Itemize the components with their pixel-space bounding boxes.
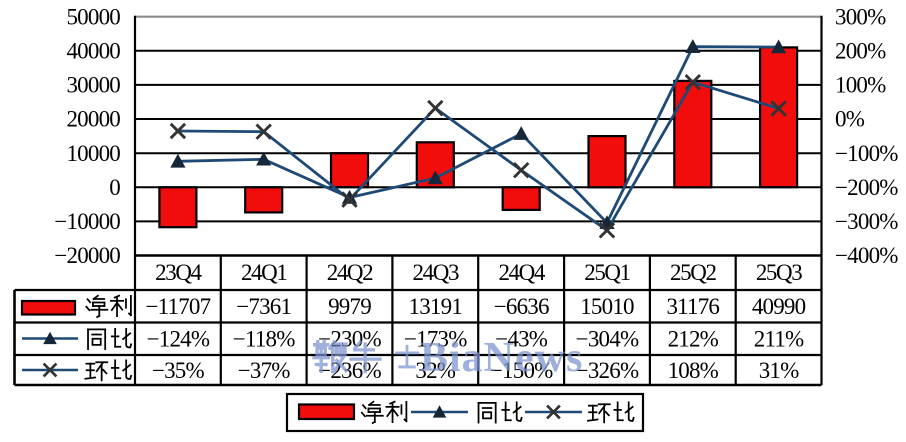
svg-text:−37%: −37% bbox=[238, 358, 291, 383]
svg-text:31%: 31% bbox=[759, 358, 799, 383]
svg-text:13191: 13191 bbox=[409, 294, 463, 319]
svg-text:−11707: −11707 bbox=[145, 294, 210, 319]
svg-text:−200%: −200% bbox=[835, 175, 898, 200]
svg-text:−7361: −7361 bbox=[236, 294, 291, 319]
svg-text:−400%: −400% bbox=[835, 243, 898, 268]
svg-text:−230%: −230% bbox=[318, 327, 381, 352]
svg-text:40000: 40000 bbox=[66, 38, 120, 63]
svg-text:BiaNews: BiaNews bbox=[420, 335, 583, 381]
svg-text:211%: 211% bbox=[754, 327, 804, 352]
svg-text:200%: 200% bbox=[835, 38, 886, 63]
svg-text:15010: 15010 bbox=[580, 294, 634, 319]
svg-text:−326%: −326% bbox=[576, 358, 639, 383]
svg-text:108%: 108% bbox=[668, 358, 719, 383]
svg-text:10000: 10000 bbox=[66, 141, 120, 166]
svg-text:30000: 30000 bbox=[66, 73, 120, 98]
svg-text:24Q4: 24Q4 bbox=[498, 260, 545, 285]
svg-text:24Q2: 24Q2 bbox=[327, 260, 373, 285]
svg-text:−304%: −304% bbox=[576, 327, 639, 352]
svg-text:24Q1: 24Q1 bbox=[241, 260, 287, 285]
svg-text:0%: 0% bbox=[835, 107, 865, 132]
svg-text:24Q3: 24Q3 bbox=[413, 260, 459, 285]
svg-text:−10000: −10000 bbox=[54, 209, 120, 234]
svg-text:9979: 9979 bbox=[328, 294, 371, 319]
svg-text:25Q3: 25Q3 bbox=[756, 260, 802, 285]
svg-text:212%: 212% bbox=[668, 327, 719, 352]
svg-text:−100%: −100% bbox=[835, 141, 898, 166]
svg-text:40990: 40990 bbox=[752, 294, 806, 319]
svg-text:−35%: −35% bbox=[152, 358, 205, 383]
svg-text:−6636: −6636 bbox=[494, 294, 549, 319]
svg-text:−118%: −118% bbox=[233, 327, 295, 352]
svg-text:−43%: −43% bbox=[495, 327, 548, 352]
svg-text:32%: 32% bbox=[415, 358, 455, 383]
svg-text:0: 0 bbox=[109, 175, 120, 200]
svg-text:−173%: −173% bbox=[404, 327, 467, 352]
svg-text:−20000: −20000 bbox=[54, 243, 120, 268]
svg-text:−300%: −300% bbox=[835, 209, 898, 234]
svg-text:−236%: −236% bbox=[318, 358, 381, 383]
svg-text:31176: 31176 bbox=[666, 294, 719, 319]
svg-text:−150%: −150% bbox=[490, 358, 553, 383]
svg-text:100%: 100% bbox=[835, 73, 886, 98]
svg-text:20000: 20000 bbox=[66, 107, 120, 132]
svg-text:23Q4: 23Q4 bbox=[155, 260, 202, 285]
svg-text:300%: 300% bbox=[835, 4, 886, 29]
svg-text:50000: 50000 bbox=[66, 4, 120, 29]
svg-text:25Q1: 25Q1 bbox=[584, 260, 630, 285]
svg-text:−124%: −124% bbox=[147, 327, 210, 352]
svg-text:25Q2: 25Q2 bbox=[670, 260, 716, 285]
